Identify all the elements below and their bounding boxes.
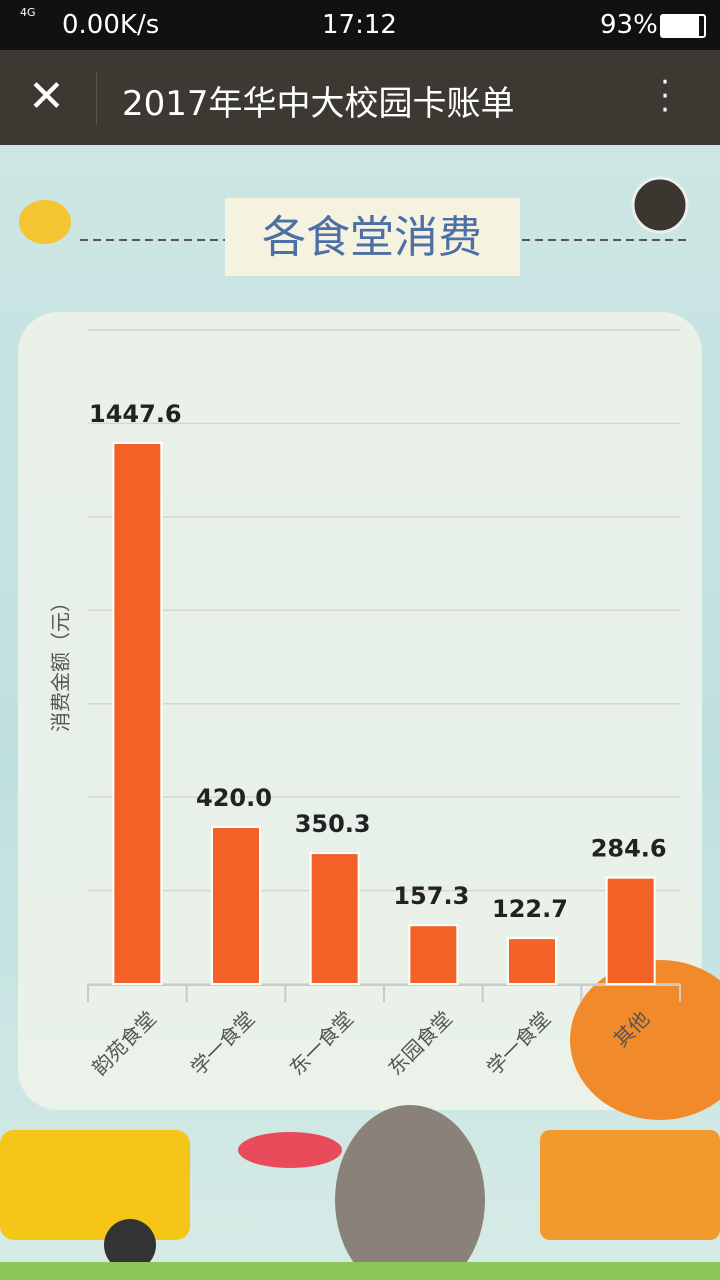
bus-right <box>570 960 720 1120</box>
bar <box>408 924 459 985</box>
card <box>18 312 702 1110</box>
divider <box>96 72 97 124</box>
nav-bar: ✕ 2017年华中大校园卡账单 · · · <box>0 50 720 145</box>
network: 4G <box>20 6 36 19</box>
bird <box>19 200 71 244</box>
battery-level: 93% <box>600 10 658 40</box>
bar <box>507 937 557 986</box>
value-label: 350.3 <box>295 810 371 838</box>
battery-icon <box>660 14 706 38</box>
banner-title: 各食堂消费 <box>262 212 482 263</box>
banner-paper <box>225 198 520 276</box>
bar <box>211 826 261 985</box>
y-axis-label: 消费金额（元） <box>49 592 73 732</box>
totoro <box>335 1105 485 1280</box>
value-label: 284.6 <box>591 835 667 863</box>
status-bar: 4G 0.00K/s 17:12 93% <box>0 0 720 50</box>
bar <box>112 442 163 985</box>
bar <box>605 876 656 986</box>
value-label: 157.3 <box>393 882 469 910</box>
bus-left <box>0 1130 190 1240</box>
bar <box>309 852 360 985</box>
menu-button[interactable]: · · · <box>660 65 670 128</box>
grass <box>0 1262 720 1280</box>
net-speed: 0.00K/s <box>62 10 160 40</box>
umbrella <box>238 1132 342 1168</box>
value-label: 420.0 <box>196 784 272 812</box>
close-button[interactable]: ✕ <box>28 71 65 122</box>
wheel <box>104 1219 156 1271</box>
page-title: 2017年华中大校园卡账单 <box>122 84 515 124</box>
sound-button[interactable] <box>631 176 689 234</box>
value-label: 122.7 <box>492 895 568 923</box>
value-label: 1447.6 <box>89 400 182 428</box>
clock: 17:12 <box>322 10 397 40</box>
bus-front <box>540 1130 720 1240</box>
